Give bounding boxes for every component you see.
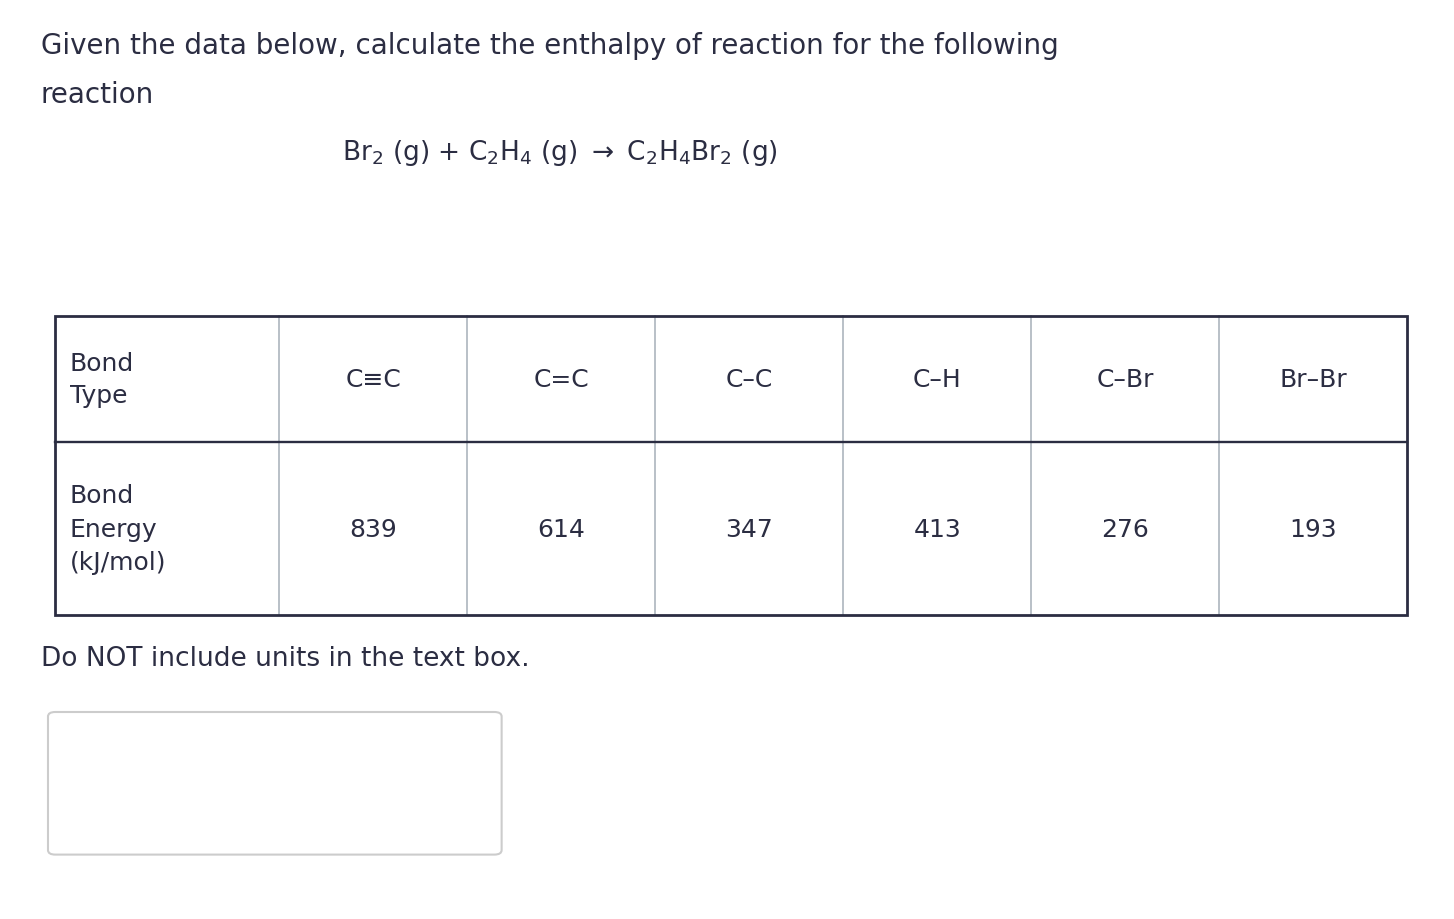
Text: Bond
Type: Bond Type — [70, 352, 134, 407]
FancyBboxPatch shape — [48, 712, 502, 855]
Text: 413: 413 — [913, 517, 961, 541]
Text: 347: 347 — [726, 517, 774, 541]
Text: C–H: C–H — [913, 368, 963, 391]
Text: Br$_2$ (g) + C$_2$H$_4$ (g) $\rightarrow$ C$_2$H$_4$Br$_2$ (g): Br$_2$ (g) + C$_2$H$_4$ (g) $\rightarrow… — [342, 138, 778, 168]
Text: Given the data below, calculate the enthalpy of reaction for the following: Given the data below, calculate the enth… — [41, 32, 1059, 60]
Text: 193: 193 — [1290, 517, 1338, 541]
Text: Br–Br: Br–Br — [1280, 368, 1348, 391]
Text: Do NOT include units in the text box.: Do NOT include units in the text box. — [41, 645, 529, 671]
Text: C–C: C–C — [726, 368, 774, 391]
Text: C=C: C=C — [534, 368, 589, 391]
Text: C–Br: C–Br — [1096, 368, 1154, 391]
Text: reaction: reaction — [41, 81, 154, 108]
Text: Bond
Energy
(kJ/mol): Bond Energy (kJ/mol) — [70, 483, 166, 574]
Text: 614: 614 — [538, 517, 586, 541]
Text: 276: 276 — [1102, 517, 1150, 541]
Text: 839: 839 — [349, 517, 397, 541]
Text: C≡C: C≡C — [346, 368, 401, 391]
